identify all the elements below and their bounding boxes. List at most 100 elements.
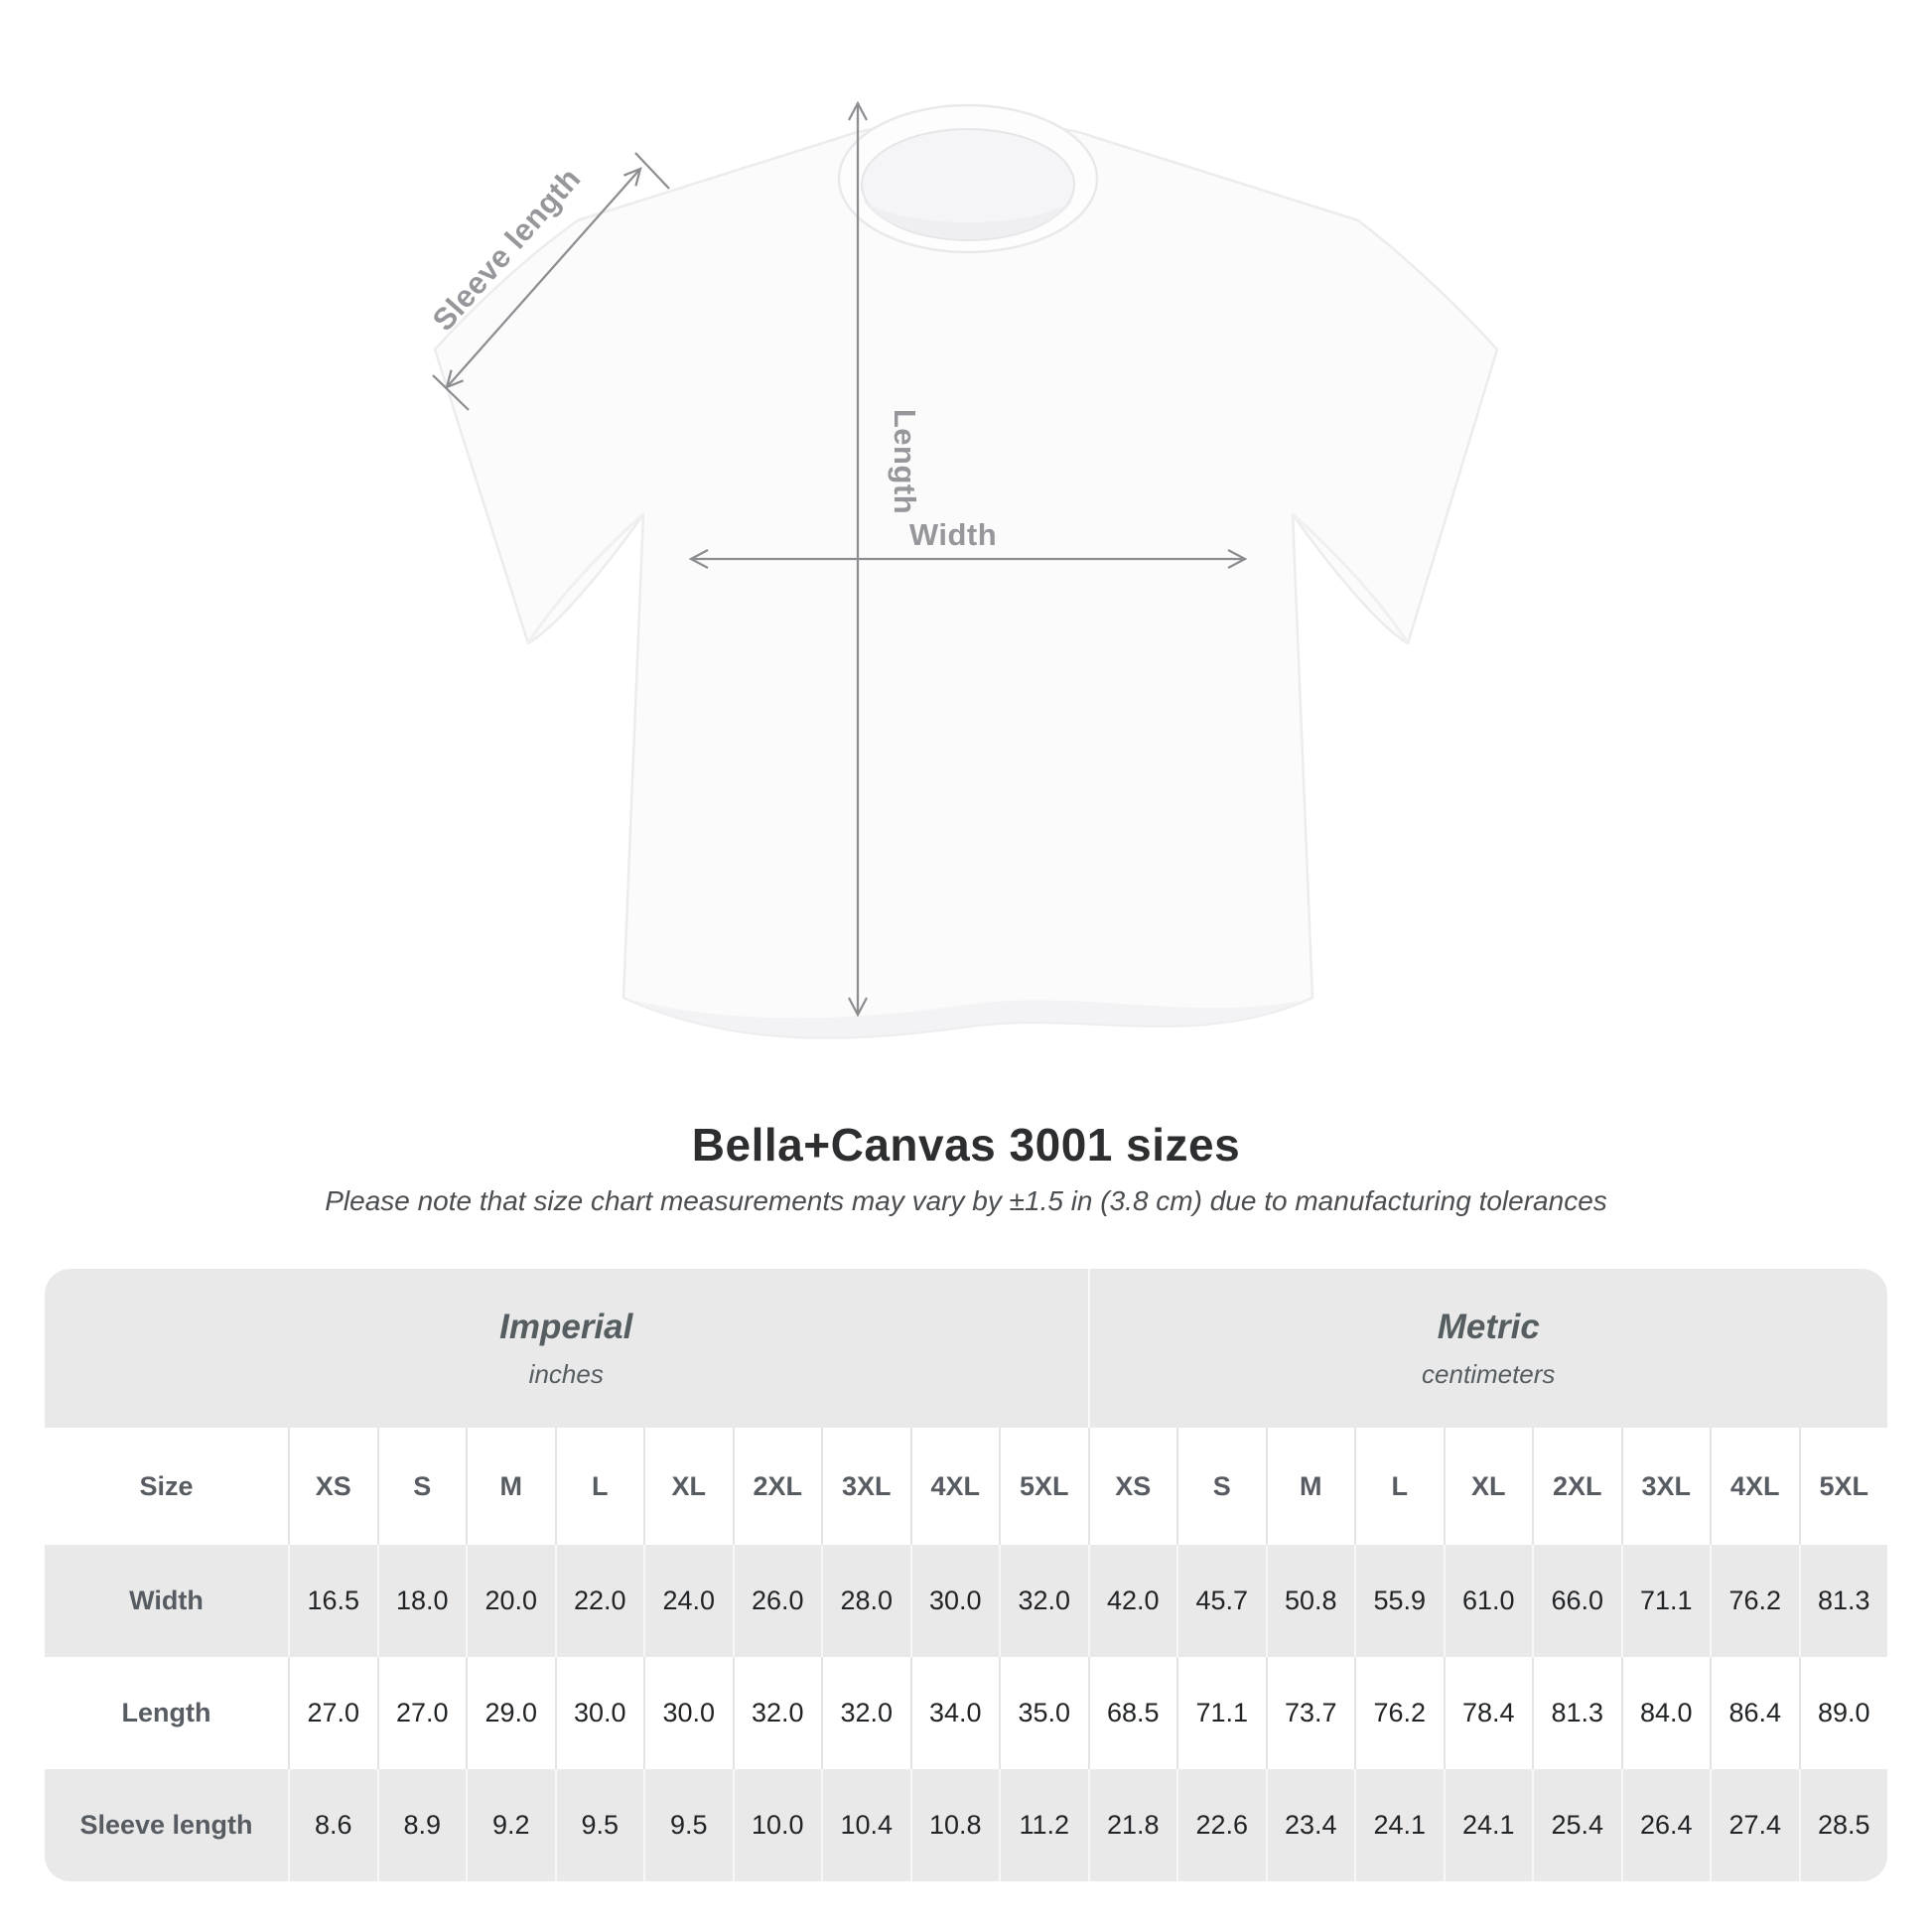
size-value-imperial: 11.2 xyxy=(999,1769,1088,1881)
left-sleeve-seam xyxy=(526,512,644,644)
size-value-imperial: 28.0 xyxy=(821,1545,910,1657)
size-value-metric: 86.4 xyxy=(1710,1657,1799,1769)
size-value-metric: 26.4 xyxy=(1620,1769,1710,1881)
imperial-header: Imperial inches xyxy=(45,1269,1088,1428)
size-header-metric: 4XL xyxy=(1710,1428,1799,1545)
size-value-imperial: 27.0 xyxy=(288,1657,377,1769)
size-value-imperial: 29.0 xyxy=(466,1657,555,1769)
size-value-metric: 55.9 xyxy=(1354,1545,1444,1657)
size-value-metric: 71.1 xyxy=(1620,1545,1710,1657)
page-title: Bella+Canvas 3001 sizes xyxy=(691,1119,1241,1171)
size-value-metric: 78.4 xyxy=(1443,1657,1532,1769)
size-value-metric: 76.2 xyxy=(1354,1657,1444,1769)
size-header-imperial: 4XL xyxy=(909,1428,999,1545)
collar-shadow xyxy=(862,199,1074,239)
size-value-metric: 76.2 xyxy=(1710,1545,1799,1657)
size-header-imperial: L xyxy=(554,1428,643,1545)
size-value-imperial: 22.0 xyxy=(554,1545,643,1657)
size-header-metric: 2XL xyxy=(1532,1428,1621,1545)
size-value-imperial: 10.0 xyxy=(732,1769,821,1881)
size-column-label: Size xyxy=(45,1428,288,1545)
size-value-metric: 50.8 xyxy=(1265,1545,1354,1657)
size-value-imperial: 20.0 xyxy=(466,1545,555,1657)
size-value-imperial: 26.0 xyxy=(732,1545,821,1657)
size-value-imperial: 27.0 xyxy=(376,1657,466,1769)
size-header-metric: L xyxy=(1354,1428,1444,1545)
size-value-metric: 73.7 xyxy=(1265,1657,1354,1769)
sleeve-length-arrow xyxy=(432,152,670,411)
imperial-title: Imperial xyxy=(499,1307,633,1346)
size-value-imperial: 9.5 xyxy=(554,1769,643,1881)
size-header-metric: XL xyxy=(1443,1428,1532,1545)
size-header-metric: 3XL xyxy=(1620,1428,1710,1545)
size-value-imperial: 32.0 xyxy=(821,1657,910,1769)
size-value-metric: 23.4 xyxy=(1265,1769,1354,1881)
size-value-metric: 27.4 xyxy=(1710,1769,1799,1881)
size-value-metric: 71.1 xyxy=(1176,1657,1266,1769)
size-value-metric: 25.4 xyxy=(1532,1769,1621,1881)
size-chart-table: Imperial inches Metric centimeters Size X… xyxy=(45,1269,1887,1881)
size-value-imperial: 24.0 xyxy=(643,1545,733,1657)
size-value-imperial: 34.0 xyxy=(909,1657,999,1769)
measurement-annotations xyxy=(432,100,1248,1018)
tshirt-diagram-svg: Sleeve length Length Width xyxy=(426,100,1499,1039)
headline-block: Bella+Canvas 3001 sizes Please note that… xyxy=(0,1118,1932,1217)
size-header-metric: XS xyxy=(1087,1428,1176,1545)
size-value-metric: 24.1 xyxy=(1354,1769,1444,1881)
size-value-metric: 42.0 xyxy=(1087,1545,1176,1657)
size-value-imperial: 32.0 xyxy=(999,1545,1088,1657)
tshirt-hem-shade xyxy=(623,998,1312,1038)
size-header-imperial: XS xyxy=(288,1428,377,1545)
size-header-imperial: 2XL xyxy=(732,1428,821,1545)
metric-title: Metric xyxy=(1437,1307,1540,1346)
size-value-metric: 89.0 xyxy=(1798,1657,1887,1769)
width-arrow xyxy=(688,549,1248,569)
tshirt-illustration xyxy=(433,103,1499,1039)
size-value-metric: 84.0 xyxy=(1620,1657,1710,1769)
metric-header: Metric centimeters xyxy=(1087,1269,1887,1428)
size-value-metric: 24.1 xyxy=(1443,1769,1532,1881)
size-value-imperial: 18.0 xyxy=(376,1545,466,1657)
size-value-metric: 61.0 xyxy=(1443,1545,1532,1657)
size-value-metric: 45.7 xyxy=(1176,1545,1266,1657)
size-header-metric: M xyxy=(1265,1428,1354,1545)
collar-inner xyxy=(861,128,1075,241)
row-label: Length xyxy=(45,1657,288,1769)
size-header-imperial: XL xyxy=(643,1428,733,1545)
size-value-imperial: 9.5 xyxy=(643,1769,733,1881)
tshirt-body xyxy=(433,120,1499,1039)
length-label: Length xyxy=(888,409,922,514)
size-value-imperial: 9.2 xyxy=(466,1769,555,1881)
size-value-imperial: 35.0 xyxy=(999,1657,1088,1769)
size-value-metric: 68.5 xyxy=(1087,1657,1176,1769)
tshirt-measurement-diagram: Sleeve length Length Width xyxy=(426,100,1499,1039)
size-value-metric: 81.3 xyxy=(1532,1657,1621,1769)
right-sleeve-seam xyxy=(1292,512,1410,644)
size-value-metric: 21.8 xyxy=(1087,1769,1176,1881)
size-value-imperial: 10.4 xyxy=(821,1769,910,1881)
row-label: Width xyxy=(45,1545,288,1657)
width-label: Width xyxy=(909,517,997,552)
size-value-metric: 81.3 xyxy=(1798,1545,1887,1657)
size-value-imperial: 16.5 xyxy=(288,1545,377,1657)
size-header-imperial: 3XL xyxy=(821,1428,910,1545)
size-value-metric: 22.6 xyxy=(1176,1769,1266,1881)
imperial-unit: inches xyxy=(528,1358,604,1389)
size-value-imperial: 30.0 xyxy=(554,1657,643,1769)
size-value-imperial: 30.0 xyxy=(909,1545,999,1657)
size-header-imperial: M xyxy=(466,1428,555,1545)
size-header-metric: S xyxy=(1176,1428,1266,1545)
tolerance-note: Please note that size chart measurements… xyxy=(325,1185,1607,1216)
size-header-imperial: 5XL xyxy=(999,1428,1088,1545)
size-value-imperial: 10.8 xyxy=(909,1769,999,1881)
size-value-imperial: 32.0 xyxy=(732,1657,821,1769)
size-header-metric: 5XL xyxy=(1798,1428,1887,1545)
size-value-metric: 28.5 xyxy=(1798,1769,1887,1881)
size-value-imperial: 8.9 xyxy=(376,1769,466,1881)
size-header-imperial: S xyxy=(376,1428,466,1545)
metric-unit: centimeters xyxy=(1422,1358,1556,1389)
size-value-metric: 66.0 xyxy=(1532,1545,1621,1657)
size-value-imperial: 8.6 xyxy=(288,1769,377,1881)
size-value-imperial: 30.0 xyxy=(643,1657,733,1769)
row-label: Sleeve length xyxy=(45,1769,288,1881)
